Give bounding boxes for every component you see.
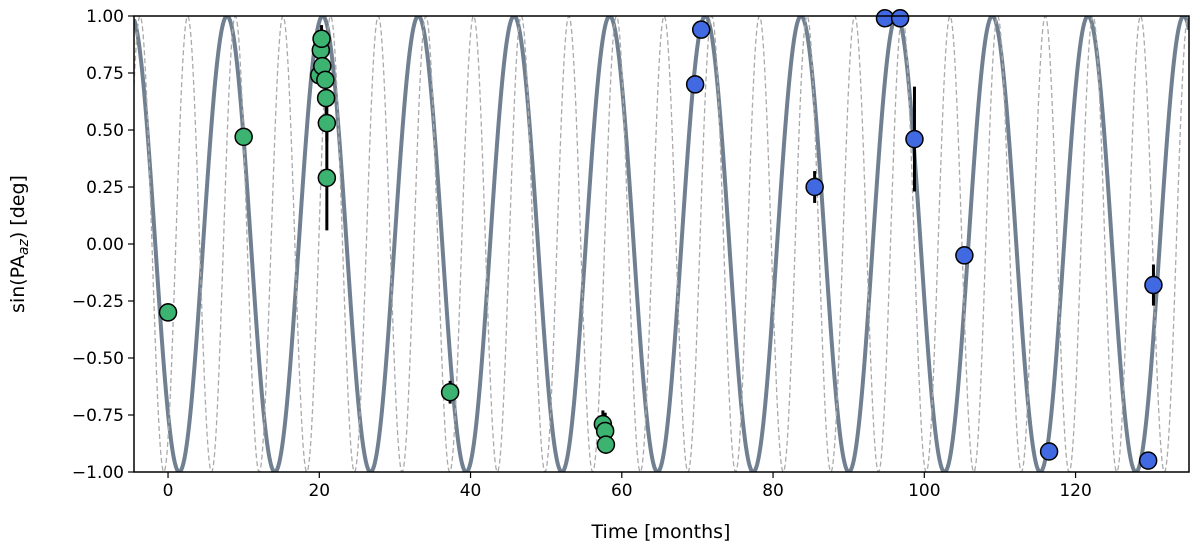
x-tick-label: 80 bbox=[762, 481, 784, 501]
data-point bbox=[316, 70, 335, 90]
data-point bbox=[890, 9, 910, 28]
data-point bbox=[691, 20, 711, 39]
data-point bbox=[596, 435, 616, 454]
data-point bbox=[1039, 442, 1059, 461]
data-point bbox=[805, 177, 824, 197]
x-axis-ticks: 0 20 40 60 80 100 120 bbox=[163, 472, 1092, 501]
data-point bbox=[316, 88, 336, 108]
data-point bbox=[905, 129, 924, 149]
model-curve-dashed bbox=[134, 16, 1189, 472]
data-point bbox=[317, 113, 337, 133]
y-tick-label: −1.00 bbox=[72, 463, 124, 483]
model-curve-solid bbox=[134, 16, 1189, 472]
y-tick-label: 0.25 bbox=[86, 178, 124, 198]
data-point bbox=[685, 75, 705, 94]
data-point bbox=[317, 168, 337, 188]
y-axis-label: sin(PAaz) [deg] bbox=[7, 175, 32, 313]
data-point bbox=[312, 29, 331, 49]
plot-frame bbox=[133, 15, 1190, 473]
data-point bbox=[1144, 275, 1163, 295]
x-tick-label: 0 bbox=[163, 481, 174, 501]
y-tick-label: 0.75 bbox=[86, 64, 124, 84]
y-axis-ticks: −1.00 −0.75 −0.50 −0.25 0.00 0.25 0.50 0.75 1.00 bbox=[72, 7, 134, 483]
x-tick-label: 100 bbox=[908, 481, 940, 501]
data-points bbox=[158, 9, 1163, 470]
x-tick-label: 20 bbox=[308, 481, 330, 501]
data-point bbox=[955, 246, 974, 265]
data-point bbox=[1138, 451, 1158, 470]
y-tick-label: 1.00 bbox=[86, 7, 124, 27]
data-point bbox=[440, 382, 460, 402]
x-tick-label: 40 bbox=[460, 481, 482, 501]
y-tick-label: −0.25 bbox=[72, 292, 124, 312]
y-tick-label: −0.75 bbox=[72, 406, 124, 426]
y-tick-label: −0.50 bbox=[72, 349, 124, 369]
y-tick-label: 0.00 bbox=[86, 235, 124, 255]
x-tick-label: 120 bbox=[1059, 481, 1091, 501]
model-curves bbox=[134, 16, 1189, 472]
data-point bbox=[158, 303, 178, 322]
y-tick-label: 0.50 bbox=[86, 121, 124, 141]
data-point bbox=[234, 127, 253, 147]
x-axis-label: Time [months] bbox=[591, 521, 731, 543]
x-tick-label: 60 bbox=[611, 481, 633, 501]
